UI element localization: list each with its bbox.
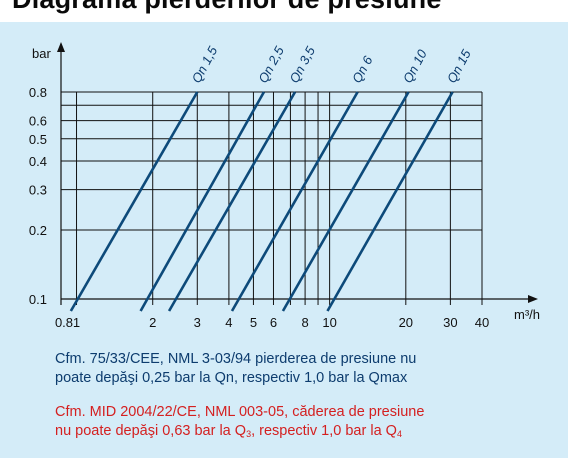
series-line xyxy=(281,91,410,312)
note-red-sub-3: 3 xyxy=(246,429,252,439)
note-red-line-2b: , respectiv 1,0 bar la Q xyxy=(251,423,397,439)
y-tick-label: 0.3 xyxy=(29,183,47,198)
note-eec-standard: Cfm. 75/33/CEE, NML 3-03/94 pierderea de… xyxy=(55,350,416,388)
x-tick-label: 20 xyxy=(399,315,413,330)
x-tick-label: 4 xyxy=(225,315,232,330)
x-tick-label: 1 xyxy=(73,315,80,330)
series-line xyxy=(230,91,359,312)
chart-panel: 0.1 0.2 0.3 0.4 0.5 0.6 0.8 0.8 1 2 3 4 5 6 8 10 20 30 40 b… xyxy=(0,22,568,458)
pressure-loss-chart: 0.10.20.30.40.50.60.80.8 1 2 3 4 5 6 8 10 20 30 40b… xyxy=(29,42,540,330)
y-axis-label: bar xyxy=(32,46,51,61)
x-tick-label: 6 xyxy=(270,315,277,330)
series-label: Qn 3,5 xyxy=(286,43,318,85)
x-tick-label: 10 xyxy=(322,315,336,330)
series-label: Qn 15 xyxy=(444,46,474,85)
note-red-line-2: nu poate depăşi 0,63 bar la Q3, respecti… xyxy=(55,422,424,444)
x-tick-label: 8 xyxy=(301,315,308,330)
x-tick-label: 40 xyxy=(475,315,489,330)
series-line xyxy=(326,91,454,312)
note-red-line-2a: nu poate depăşi 0,63 bar la Q xyxy=(55,423,247,439)
y-tick-label: 0.8 xyxy=(29,85,47,100)
note-blue-line-1: Cfm. 75/33/CEE, NML 3-03/94 pierderea de… xyxy=(55,351,417,367)
page-title: Diagrama pierderilor de presiune xyxy=(12,0,442,15)
series-line xyxy=(139,91,266,312)
note-blue-line-2: poate depăşi 0,25 bar la Qn, respectiv 1… xyxy=(55,370,408,386)
x-axis-label: m³/h xyxy=(514,307,540,322)
series-label: Qn 6 xyxy=(349,53,376,86)
series-line xyxy=(69,91,199,312)
note-red-sub-4: 4 xyxy=(396,429,402,439)
y-axis-arrow xyxy=(57,42,65,52)
x-tick-label: 30 xyxy=(443,315,457,330)
y-tick-label: 0.4 xyxy=(29,154,47,169)
note-red-line-1: Cfm. MID 2004/22/CE, NML 003-05, căderea… xyxy=(55,404,425,420)
x-tick-label: 2 xyxy=(149,315,156,330)
series-label: Qn 2,5 xyxy=(255,43,287,85)
y-tick-label: 0.2 xyxy=(29,223,47,238)
x-tick-label: 0.8 xyxy=(55,315,73,330)
series-label: Qn 1,5 xyxy=(189,43,221,85)
y-tick-label: 0.6 xyxy=(29,114,47,129)
x-tick-label: 5 xyxy=(250,315,257,330)
note-mid-standard: Cfm. MID 2004/22/CE, NML 003-05, căderea… xyxy=(55,403,424,444)
page-title-strip: Diagrama pierderilor de presiune xyxy=(0,0,568,18)
series-label: Qn 10 xyxy=(400,46,430,85)
series-line xyxy=(167,91,297,312)
x-tick-label: 3 xyxy=(194,315,201,330)
y-tick-label: 0.5 xyxy=(29,132,47,147)
x-axis-arrow xyxy=(528,295,538,303)
y-tick-label: 0.1 xyxy=(29,292,47,307)
